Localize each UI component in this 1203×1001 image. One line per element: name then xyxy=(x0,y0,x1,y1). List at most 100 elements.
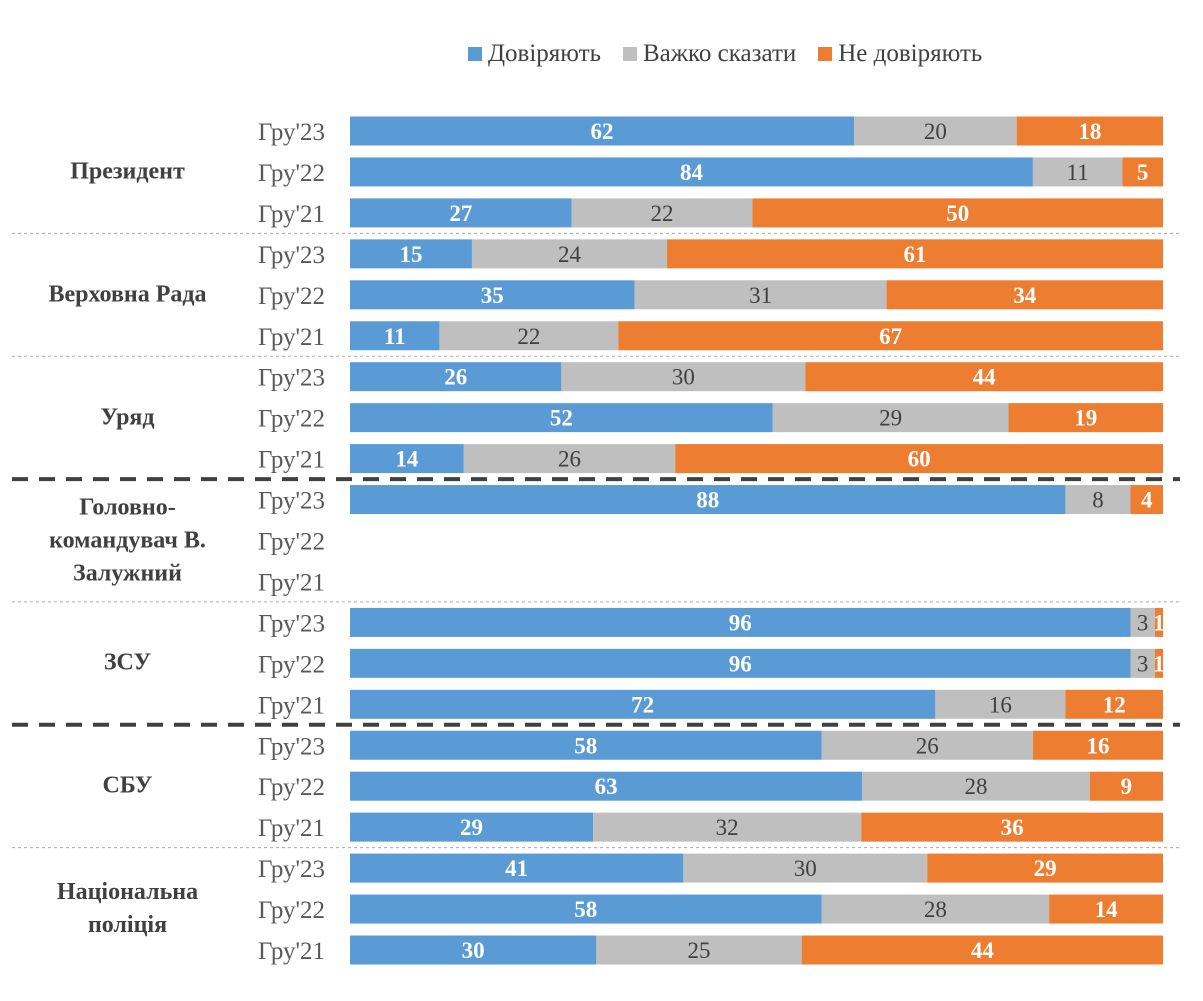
legend-swatch-hard xyxy=(622,47,637,61)
data-label: 29 xyxy=(460,815,483,840)
bar-distrust xyxy=(805,362,1163,392)
data-label: 16 xyxy=(1086,733,1109,758)
legend-swatch-distrust xyxy=(818,47,833,61)
bar-distrust xyxy=(886,280,1163,310)
bar-trust xyxy=(350,894,822,924)
group-label: Президент xyxy=(70,158,185,185)
bar-distrust xyxy=(1154,607,1163,637)
data-label: 16 xyxy=(989,692,1012,717)
bar-hard xyxy=(634,280,887,310)
data-label: 11 xyxy=(384,324,406,349)
bar-trust xyxy=(350,116,855,146)
bar-hard xyxy=(593,812,862,842)
data-label: 26 xyxy=(558,447,581,472)
data-label: 4 xyxy=(1141,488,1153,513)
data-label: 52 xyxy=(550,406,573,431)
bar-trust xyxy=(350,485,1066,515)
bar-distrust xyxy=(1089,771,1163,801)
data-label: 35 xyxy=(481,283,504,308)
bar-distrust xyxy=(1065,689,1163,719)
data-label: 11 xyxy=(1067,160,1089,185)
bar-distrust xyxy=(675,444,1163,474)
data-label: 26 xyxy=(916,733,939,758)
legend-label: Не довіряють xyxy=(838,40,983,67)
bar-distrust xyxy=(861,812,1163,842)
year-label: Гру'22 xyxy=(258,897,325,924)
bar-trust xyxy=(350,689,936,719)
data-label: 30 xyxy=(462,938,485,963)
data-label: 58 xyxy=(574,733,597,758)
data-label: 41 xyxy=(505,856,528,881)
data-label: 34 xyxy=(1013,283,1037,308)
bar-hard xyxy=(683,853,928,883)
data-label: 58 xyxy=(574,897,597,922)
bar-distrust xyxy=(1122,157,1163,187)
group-label: Головно- командувач В. Залужний xyxy=(49,494,206,586)
bar-trust xyxy=(350,444,464,474)
legend: Довіряють Важко сказати Не довіряють xyxy=(468,40,982,68)
year-label: Гру'22 xyxy=(258,283,325,310)
data-label: 88 xyxy=(696,488,719,513)
data-label: 96 xyxy=(729,610,752,635)
legend-label: Важко сказати xyxy=(642,40,797,67)
bar-trust xyxy=(350,771,863,801)
legend-item-hard: Важко сказати xyxy=(622,40,797,68)
bar-hard xyxy=(463,444,676,474)
bar-trust xyxy=(350,321,440,351)
year-label: Гру'21 xyxy=(258,569,325,596)
data-label: 32 xyxy=(716,815,739,840)
group-label: ЗСУ xyxy=(103,649,152,676)
year-label: Гру'23 xyxy=(258,856,325,883)
bar-hard xyxy=(471,239,668,269)
data-label: 44 xyxy=(971,938,995,963)
year-label: Гру'21 xyxy=(258,938,325,965)
bar-hard xyxy=(1130,648,1155,678)
year-label: Гру'22 xyxy=(258,160,325,187)
year-label: Гру'23 xyxy=(258,119,325,146)
data-label: 25 xyxy=(688,938,711,963)
year-label: Гру'22 xyxy=(258,406,325,433)
bar-hard xyxy=(1130,607,1155,637)
bar-hard xyxy=(821,730,1033,760)
bar-trust xyxy=(350,730,822,760)
bar-distrust xyxy=(618,321,1163,351)
data-label: 1 xyxy=(1153,651,1165,676)
bar-hard xyxy=(821,894,1050,924)
bar-trust xyxy=(350,280,635,310)
data-label: 62 xyxy=(591,119,614,144)
bar-trust xyxy=(350,812,594,842)
bar-hard xyxy=(1032,157,1123,187)
bar-trust xyxy=(350,607,1131,637)
data-label: 27 xyxy=(449,201,472,226)
data-label: 14 xyxy=(395,447,419,472)
bar-trust xyxy=(350,935,597,965)
bar-distrust xyxy=(1049,894,1163,924)
year-label: Гру'23 xyxy=(258,733,325,760)
data-label: 5 xyxy=(1137,160,1149,185)
year-label: Гру'22 xyxy=(258,774,325,801)
bar-trust xyxy=(350,239,472,269)
bar-hard xyxy=(862,771,1090,801)
bar-distrust xyxy=(1008,403,1163,433)
year-label: Гру'22 xyxy=(258,529,325,556)
data-label: 30 xyxy=(794,856,817,881)
data-label: 19 xyxy=(1074,406,1097,431)
group-label: Національна поліція xyxy=(56,879,199,939)
bar-distrust xyxy=(1032,730,1163,760)
year-label: Гру'21 xyxy=(258,815,325,842)
data-label: 29 xyxy=(879,406,902,431)
data-label: 31 xyxy=(749,283,772,308)
bar-trust xyxy=(350,157,1033,187)
data-label: 18 xyxy=(1078,119,1101,144)
data-label: 3 xyxy=(1137,610,1149,635)
bar-distrust xyxy=(1130,485,1163,515)
bar-hard xyxy=(854,116,1017,146)
year-label: Гру'21 xyxy=(258,324,325,351)
data-label: 3 xyxy=(1137,651,1149,676)
bar-hard xyxy=(772,403,1009,433)
year-label: Гру'23 xyxy=(258,610,325,637)
data-label: 14 xyxy=(1095,897,1119,922)
legend-swatch-trust xyxy=(468,47,482,61)
data-label: 9 xyxy=(1121,774,1133,799)
